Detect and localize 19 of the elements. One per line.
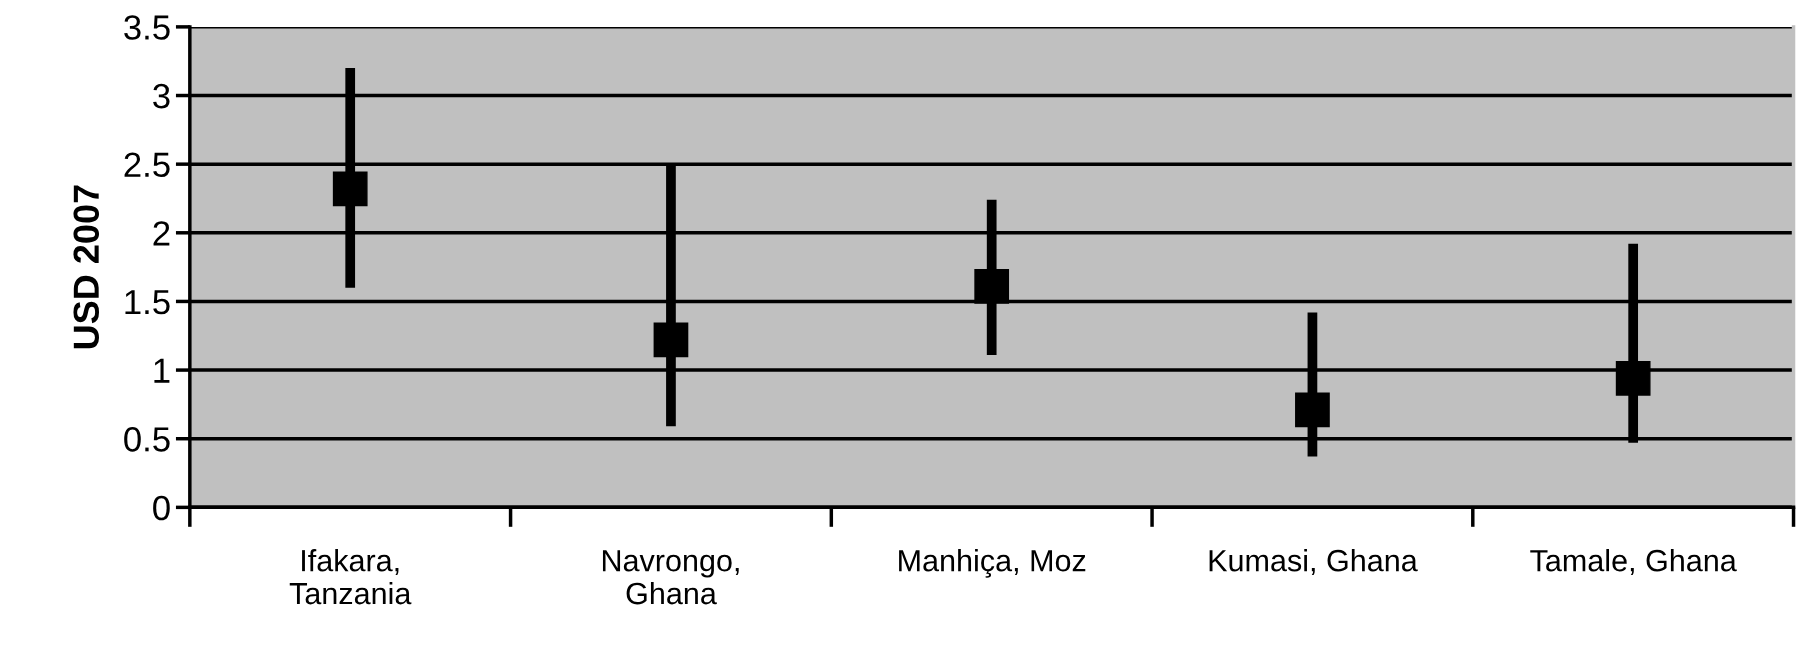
point bbox=[1615, 360, 1651, 396]
x-tick-label: Navrongo, Ghana bbox=[602, 550, 739, 605]
y-tick-label: 3 bbox=[153, 83, 170, 109]
point bbox=[974, 268, 1010, 304]
y-tick-label: 1.5 bbox=[125, 290, 170, 315]
x-tick-label: Tamale, Ghana bbox=[1530, 549, 1737, 576]
y-tick-label: 0 bbox=[153, 495, 170, 521]
y-axis-title: USD 2007 bbox=[73, 185, 100, 349]
y-tick-label: 3.5 bbox=[124, 15, 170, 40]
y-tick-label: 2.5 bbox=[124, 152, 170, 178]
x-tick-label: Manhiça, Moz bbox=[899, 549, 1086, 578]
point bbox=[1295, 392, 1330, 428]
x-tick-label: Kumasi, Ghana bbox=[1209, 549, 1418, 576]
y-tick-label: 0.5 bbox=[124, 427, 170, 452]
x-tick-label: Ifakara, Tanzania bbox=[289, 549, 412, 605]
y-tick-label: 1 bbox=[154, 358, 170, 383]
y-tick-label: 2 bbox=[153, 221, 170, 246]
point bbox=[653, 322, 689, 358]
point bbox=[332, 171, 368, 207]
